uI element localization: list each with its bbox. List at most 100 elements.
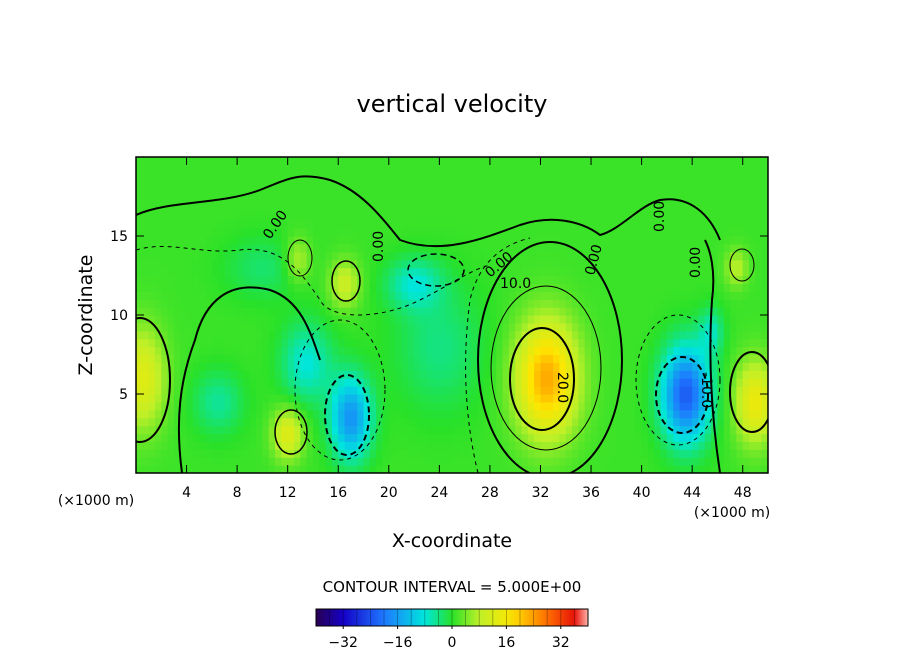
- heatmap-cell: [344, 417, 352, 427]
- heatmap-cell: [294, 228, 301, 237]
- heatmap-cell: [401, 307, 409, 316]
- heatmap-cell: [464, 259, 472, 269]
- heatmap-cell: [749, 259, 756, 269]
- heatmap-cell: [521, 465, 529, 473]
- heatmap-cell: [294, 243, 301, 253]
- heatmap-cell: [199, 164, 207, 174]
- heatmap-cell: [136, 180, 143, 190]
- heatmap-cell: [723, 354, 731, 363]
- heatmap-cell: [736, 322, 744, 332]
- heatmap-cell: [287, 433, 295, 442]
- heatmap-cell: [237, 386, 245, 395]
- heatmap-cell: [666, 251, 674, 261]
- heatmap-cell: [230, 267, 238, 277]
- heatmap-cell: [401, 394, 409, 403]
- heatmap-cell: [205, 180, 213, 190]
- heatmap-cell: [243, 259, 251, 269]
- heatmap-cell: [515, 394, 523, 403]
- heatmap-cell: [692, 236, 700, 245]
- heatmap-cell: [395, 172, 403, 182]
- heatmap-cell: [262, 212, 270, 221]
- heatmap-cell: [161, 425, 169, 435]
- heatmap-cell: [755, 315, 763, 324]
- heatmap-cell: [679, 433, 687, 442]
- heatmap-cell: [306, 457, 314, 466]
- heatmap-cell: [199, 362, 207, 371]
- heatmap-cell: [673, 228, 681, 237]
- heatmap-cell: [692, 354, 700, 363]
- heatmap-cell: [433, 299, 440, 308]
- heatmap-cell: [660, 180, 668, 190]
- heatmap-cell: [730, 204, 737, 213]
- heatmap-cell: [249, 457, 257, 466]
- heatmap-cell: [243, 322, 251, 332]
- heatmap-cell: [218, 243, 226, 253]
- heatmap-cell: [331, 386, 339, 395]
- heatmap-cell: [388, 188, 396, 198]
- heatmap-cell: [237, 267, 245, 277]
- heatmap-cell: [755, 401, 763, 411]
- heatmap-cell: [717, 417, 725, 427]
- heatmap-cell: [464, 275, 472, 284]
- heatmap-cell: [458, 220, 466, 229]
- heatmap-cell: [211, 212, 219, 221]
- heatmap-cell: [401, 322, 409, 332]
- heatmap-cell: [736, 386, 744, 395]
- heatmap-cell: [565, 449, 573, 458]
- heatmap-cell: [470, 283, 478, 292]
- heatmap-cell: [685, 243, 693, 253]
- heatmap-cell: [452, 251, 459, 261]
- heatmap-cell: [426, 338, 434, 348]
- heatmap-cell: [641, 465, 649, 473]
- heatmap-cell: [192, 417, 200, 427]
- heatmap-cell: [439, 188, 447, 198]
- heatmap-cell: [350, 196, 358, 205]
- heatmap-cell: [692, 275, 700, 284]
- heatmap-cell: [622, 267, 630, 277]
- heatmap-cell: [426, 354, 434, 363]
- heatmap-cell: [186, 370, 194, 379]
- heatmap-cell: [180, 449, 188, 458]
- heatmap-cell: [540, 315, 548, 324]
- heatmap-cell: [761, 449, 768, 458]
- heatmap-cell: [540, 204, 548, 213]
- heatmap-cell: [230, 236, 238, 245]
- heatmap-cell: [268, 220, 276, 229]
- heatmap-cell: [515, 401, 523, 411]
- heatmap-cell: [578, 267, 586, 277]
- heatmap-cell: [553, 220, 561, 229]
- heatmap-cell: [325, 378, 333, 387]
- heatmap-cell: [401, 228, 409, 237]
- heatmap-cell: [470, 449, 478, 458]
- heatmap-cell: [546, 243, 554, 253]
- heatmap-cell: [515, 307, 523, 316]
- heatmap-cell: [243, 212, 251, 221]
- heatmap-cell: [420, 322, 428, 332]
- heatmap-cell: [136, 212, 143, 221]
- heatmap-cell: [591, 338, 598, 348]
- heatmap-cell: [458, 267, 466, 277]
- heatmap-cell: [211, 275, 219, 284]
- heatmap-cell: [553, 204, 561, 213]
- heatmap-cell: [287, 322, 295, 332]
- heatmap-cell: [452, 236, 459, 245]
- heatmap-cell: [755, 409, 763, 419]
- heatmap-cell: [742, 283, 750, 292]
- heatmap-cell: [281, 441, 289, 450]
- heatmap-cell: [414, 157, 421, 166]
- heatmap-cell: [521, 394, 529, 403]
- heatmap-cell: [142, 401, 150, 411]
- heatmap-cell: [755, 354, 763, 363]
- heatmap-cell: [243, 291, 251, 300]
- heatmap-cell: [489, 157, 497, 166]
- heatmap-cell: [186, 157, 194, 166]
- heatmap-cell: [218, 386, 226, 395]
- heatmap-cell: [205, 417, 213, 427]
- heatmap-cell: [414, 228, 421, 237]
- heatmap-cell: [281, 196, 289, 205]
- heatmap-cell: [407, 275, 415, 284]
- heatmap-cell: [445, 291, 453, 300]
- heatmap-cell: [749, 346, 756, 356]
- heatmap-cell: [660, 330, 668, 340]
- heatmap-cell: [647, 243, 655, 253]
